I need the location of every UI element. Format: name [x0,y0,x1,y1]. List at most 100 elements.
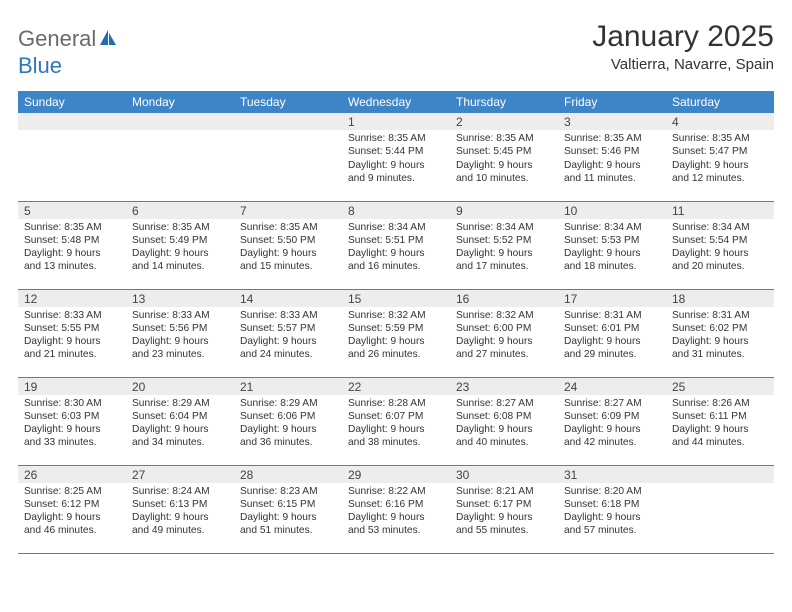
day-details: Sunrise: 8:35 AMSunset: 5:44 PMDaylight:… [342,130,450,189]
logo-word-general: General [18,26,96,51]
calendar-cell: 20Sunrise: 8:29 AMSunset: 6:04 PMDayligh… [126,377,234,465]
calendar-week-row: 26Sunrise: 8:25 AMSunset: 6:12 PMDayligh… [18,465,774,553]
title-block: January 2025 Valtierra, Navarre, Spain [592,20,774,73]
day-details: Sunrise: 8:22 AMSunset: 6:16 PMDaylight:… [342,483,450,542]
day-details: Sunrise: 8:26 AMSunset: 6:11 PMDaylight:… [666,395,774,454]
calendar-cell: 12Sunrise: 8:33 AMSunset: 5:55 PMDayligh… [18,289,126,377]
calendar-cell: 18Sunrise: 8:31 AMSunset: 6:02 PMDayligh… [666,289,774,377]
day-number: 29 [342,466,450,483]
day-number: 9 [450,202,558,219]
day-details: Sunrise: 8:35 AMSunset: 5:46 PMDaylight:… [558,130,666,189]
calendar-cell: 10Sunrise: 8:34 AMSunset: 5:53 PMDayligh… [558,201,666,289]
calendar-cell: 31Sunrise: 8:20 AMSunset: 6:18 PMDayligh… [558,465,666,553]
logo-word-blue: Blue [18,53,62,78]
day-number: 19 [18,378,126,395]
calendar-head: SundayMondayTuesdayWednesdayThursdayFrid… [18,91,774,113]
day-details: Sunrise: 8:28 AMSunset: 6:07 PMDaylight:… [342,395,450,454]
day-number: 11 [666,202,774,219]
day-number: 15 [342,290,450,307]
day-number: 31 [558,466,666,483]
calendar-cell: 13Sunrise: 8:33 AMSunset: 5:56 PMDayligh… [126,289,234,377]
calendar-cell: 17Sunrise: 8:31 AMSunset: 6:01 PMDayligh… [558,289,666,377]
day-number: 24 [558,378,666,395]
day-number: 14 [234,290,342,307]
day-details: Sunrise: 8:27 AMSunset: 6:08 PMDaylight:… [450,395,558,454]
weekday-header: Monday [126,91,234,113]
calendar-cell: 22Sunrise: 8:28 AMSunset: 6:07 PMDayligh… [342,377,450,465]
calendar-cell: 21Sunrise: 8:29 AMSunset: 6:06 PMDayligh… [234,377,342,465]
header: GeneralBlue January 2025 Valtierra, Nava… [18,20,774,79]
day-number: 22 [342,378,450,395]
day-number: 23 [450,378,558,395]
location: Valtierra, Navarre, Spain [592,56,774,73]
calendar-cell: 16Sunrise: 8:32 AMSunset: 6:00 PMDayligh… [450,289,558,377]
day-details: Sunrise: 8:32 AMSunset: 6:00 PMDaylight:… [450,307,558,366]
calendar-cell: 24Sunrise: 8:27 AMSunset: 6:09 PMDayligh… [558,377,666,465]
calendar-cell: 28Sunrise: 8:23 AMSunset: 6:15 PMDayligh… [234,465,342,553]
calendar-cell: 6Sunrise: 8:35 AMSunset: 5:49 PMDaylight… [126,201,234,289]
day-details: Sunrise: 8:30 AMSunset: 6:03 PMDaylight:… [18,395,126,454]
calendar-body: 1Sunrise: 8:35 AMSunset: 5:44 PMDaylight… [18,113,774,553]
calendar-week-row: 1Sunrise: 8:35 AMSunset: 5:44 PMDaylight… [18,113,774,201]
day-number: 12 [18,290,126,307]
calendar-week-row: 19Sunrise: 8:30 AMSunset: 6:03 PMDayligh… [18,377,774,465]
weekday-row: SundayMondayTuesdayWednesdayThursdayFrid… [18,91,774,113]
day-details: Sunrise: 8:29 AMSunset: 6:04 PMDaylight:… [126,395,234,454]
day-number: 5 [18,202,126,219]
day-number: 1 [342,113,450,130]
day-details: Sunrise: 8:24 AMSunset: 6:13 PMDaylight:… [126,483,234,542]
day-number: 27 [126,466,234,483]
weekday-header: Saturday [666,91,774,113]
weekday-header: Wednesday [342,91,450,113]
day-details: Sunrise: 8:34 AMSunset: 5:53 PMDaylight:… [558,219,666,278]
day-details: Sunrise: 8:35 AMSunset: 5:47 PMDaylight:… [666,130,774,189]
day-number: 10 [558,202,666,219]
day-details: Sunrise: 8:20 AMSunset: 6:18 PMDaylight:… [558,483,666,542]
calendar-page: GeneralBlue January 2025 Valtierra, Nava… [0,0,792,612]
logo-text: GeneralBlue [18,26,119,79]
calendar-cell: 2Sunrise: 8:35 AMSunset: 5:45 PMDaylight… [450,113,558,201]
calendar-cell: 5Sunrise: 8:35 AMSunset: 5:48 PMDaylight… [18,201,126,289]
day-number: 25 [666,378,774,395]
calendar-cell: 7Sunrise: 8:35 AMSunset: 5:50 PMDaylight… [234,201,342,289]
calendar-cell [126,113,234,201]
calendar-cell: 27Sunrise: 8:24 AMSunset: 6:13 PMDayligh… [126,465,234,553]
day-number: 3 [558,113,666,130]
day-number: 30 [450,466,558,483]
calendar-cell: 8Sunrise: 8:34 AMSunset: 5:51 PMDaylight… [342,201,450,289]
calendar-cell: 9Sunrise: 8:34 AMSunset: 5:52 PMDaylight… [450,201,558,289]
day-number: 17 [558,290,666,307]
day-details: Sunrise: 8:31 AMSunset: 6:02 PMDaylight:… [666,307,774,366]
day-number: 8 [342,202,450,219]
day-number: 21 [234,378,342,395]
day-number: 6 [126,202,234,219]
day-number: 28 [234,466,342,483]
empty-daynum [18,113,126,130]
day-details: Sunrise: 8:34 AMSunset: 5:52 PMDaylight:… [450,219,558,278]
day-number: 7 [234,202,342,219]
day-details: Sunrise: 8:33 AMSunset: 5:56 PMDaylight:… [126,307,234,366]
day-details: Sunrise: 8:35 AMSunset: 5:48 PMDaylight:… [18,219,126,278]
weekday-header: Friday [558,91,666,113]
calendar-cell: 3Sunrise: 8:35 AMSunset: 5:46 PMDaylight… [558,113,666,201]
empty-daynum [126,113,234,130]
calendar-cell [18,113,126,201]
calendar-cell: 14Sunrise: 8:33 AMSunset: 5:57 PMDayligh… [234,289,342,377]
day-details: Sunrise: 8:21 AMSunset: 6:17 PMDaylight:… [450,483,558,542]
calendar-cell: 15Sunrise: 8:32 AMSunset: 5:59 PMDayligh… [342,289,450,377]
day-number: 16 [450,290,558,307]
day-number: 13 [126,290,234,307]
day-details: Sunrise: 8:34 AMSunset: 5:51 PMDaylight:… [342,219,450,278]
day-details: Sunrise: 8:35 AMSunset: 5:49 PMDaylight:… [126,219,234,278]
day-details: Sunrise: 8:33 AMSunset: 5:57 PMDaylight:… [234,307,342,366]
day-number: 20 [126,378,234,395]
calendar-cell [666,465,774,553]
calendar-cell: 1Sunrise: 8:35 AMSunset: 5:44 PMDaylight… [342,113,450,201]
day-details: Sunrise: 8:35 AMSunset: 5:50 PMDaylight:… [234,219,342,278]
empty-daynum [234,113,342,130]
day-details: Sunrise: 8:29 AMSunset: 6:06 PMDaylight:… [234,395,342,454]
calendar-cell: 23Sunrise: 8:27 AMSunset: 6:08 PMDayligh… [450,377,558,465]
empty-daynum [666,466,774,483]
weekday-header: Tuesday [234,91,342,113]
weekday-header: Thursday [450,91,558,113]
